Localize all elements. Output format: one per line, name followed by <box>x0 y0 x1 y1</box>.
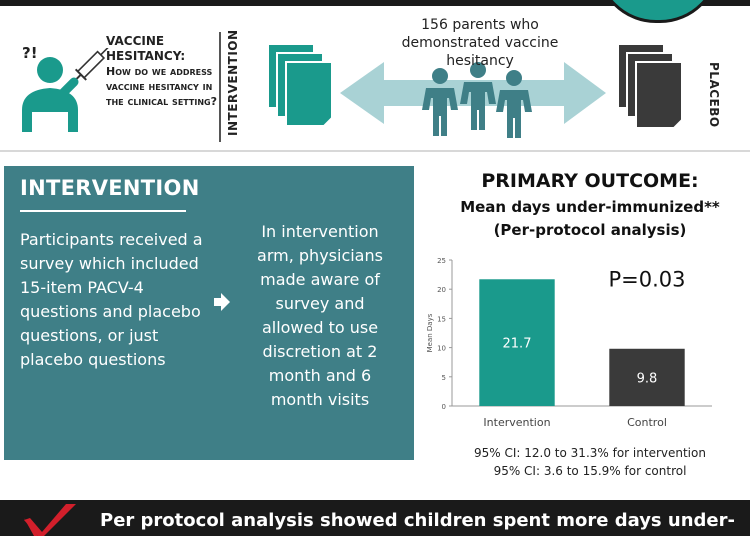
intervention-arm-label: INTERVENTION <box>226 29 240 136</box>
intervention-panel <box>4 166 414 460</box>
x-tick-label: Control <box>627 416 667 429</box>
arrow-right-icon <box>214 293 230 311</box>
checkmark-icon <box>24 504 76 536</box>
bar-control <box>609 348 685 406</box>
question-exclaim-mark: ?! <box>22 44 38 62</box>
placebo-arm-label: PLACEBO <box>707 62 721 128</box>
x-tick-label: Intervention <box>483 416 550 429</box>
y-tick-label: 20 <box>437 286 446 294</box>
primary-outcome-title: PRIMARY OUTCOME: <box>481 170 699 192</box>
parents-group-icon <box>422 62 532 138</box>
intervention-physician-description: In intervention arm, physicians made awa… <box>257 222 383 409</box>
y-axis-label: Mean Days <box>426 313 434 352</box>
bar-intervention <box>479 279 555 406</box>
conclusion-banner <box>0 500 750 536</box>
ci-intervention-text: 95% CI: 12.0 to 31.3% for intervention <box>474 446 706 460</box>
under-immunized-bar-chart: 0 5 10 15 20 25 Mean Days 21.7 Intervention 9.8 Co… <box>426 257 712 429</box>
hesitant-person-icon <box>22 48 110 132</box>
p-value-annotation: P=0.03 <box>608 267 685 291</box>
intervention-survey-description: Participants received a survey which inc… <box>20 230 203 369</box>
primary-outcome-subtitle: Mean days under-immunized** <box>460 198 720 216</box>
vaccine-hesitancy-title: VACCINE HESITANCY: <box>106 34 186 63</box>
y-tick-label: 0 <box>442 403 446 411</box>
y-tick-label: 25 <box>437 257 446 265</box>
intervention-documents-icon <box>268 44 333 127</box>
parents-count-label: 156 parents who demonstrated vaccine hes… <box>401 17 559 69</box>
y-tick-label: 15 <box>437 315 446 323</box>
placebo-documents-icon <box>618 44 683 129</box>
journal-badge <box>596 0 720 23</box>
section-divider <box>0 150 750 152</box>
ci-control-text: 95% CI: 3.6 to 15.9% for control <box>493 464 687 478</box>
y-tick-label: 10 <box>437 345 446 353</box>
top-bar <box>0 0 750 6</box>
vaccine-hesitancy-question: How do we address vaccine hesitancy in t… <box>106 65 217 108</box>
intervention-title-underline <box>20 210 186 212</box>
y-tick-label: 5 <box>442 374 446 382</box>
intervention-panel-title: INTERVENTION <box>20 176 200 200</box>
primary-outcome-analysis: (Per-protocol analysis) <box>493 221 687 239</box>
bar-value-label: 21.7 <box>503 337 532 352</box>
conclusion-text: Per protocol analysis showed children sp… <box>100 510 735 531</box>
bar-value-label: 9.8 <box>637 371 658 386</box>
vertical-divider <box>219 32 221 142</box>
